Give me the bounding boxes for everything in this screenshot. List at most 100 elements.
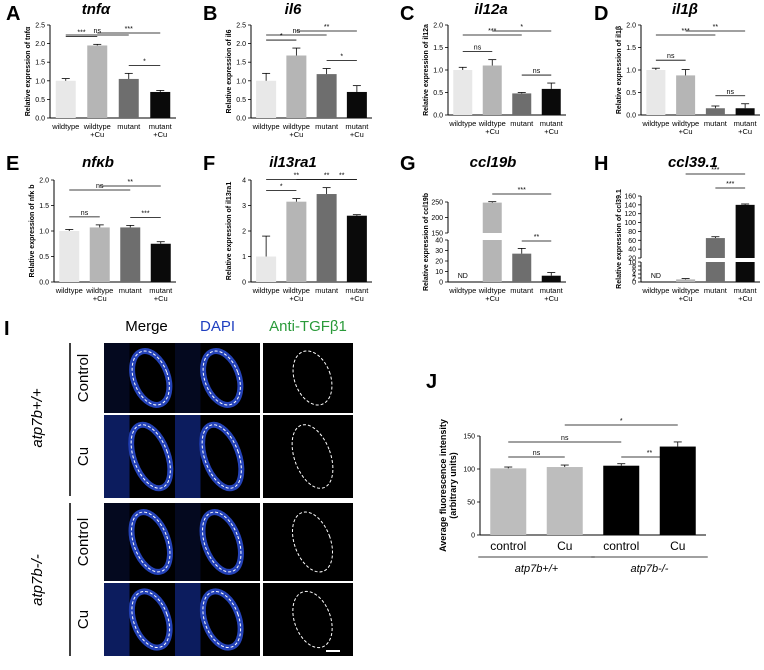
micro-column-header: Anti-TGFβ1 [269, 318, 347, 335]
bar [55, 80, 76, 118]
y-axis-label: Relative expression of il6 [226, 29, 233, 113]
bar [87, 45, 108, 118]
y-tick-label: 0.5 [433, 90, 443, 97]
y-axis-label: Relative expression of il12a [423, 24, 430, 116]
y-tick-label: 1.0 [236, 78, 246, 85]
y-tick-label: 1.0 [35, 78, 45, 85]
x-tick-label: wildtype +Cu [671, 119, 699, 136]
bar [646, 70, 666, 115]
bar [150, 243, 171, 282]
x-tick-label: mutant [119, 286, 143, 295]
y-tick-label: 1.5 [433, 45, 443, 52]
bar [346, 215, 367, 282]
significance-label: ** [324, 24, 330, 31]
y-axis-label: Average fluorescence intensity(arbitrary… [438, 419, 458, 552]
region-outline [292, 590, 333, 649]
x-tick-label: mutant [510, 119, 534, 128]
y-tick-label: 1.0 [39, 229, 49, 236]
bar [659, 446, 696, 535]
x-tick-label: mutant +Cu [734, 286, 758, 303]
x-tick-label: wildtype [252, 286, 280, 295]
region-outline [291, 424, 334, 489]
dapi-background [175, 343, 201, 413]
bar [676, 279, 696, 282]
y-axis-label: Relative expression of ccl19b [423, 193, 430, 291]
x-tick-label: mutant +Cu [345, 122, 369, 139]
bar [541, 275, 561, 282]
panel-label-d: D [594, 3, 608, 25]
value-label: ND [651, 273, 661, 280]
x-tick-label: mutant [704, 119, 728, 128]
y-tick-label: 0.5 [236, 97, 246, 104]
y-tick-label: 2.0 [433, 23, 443, 30]
dapi-background [104, 343, 130, 413]
bar [490, 468, 527, 535]
x-tick-label: Cu [670, 539, 685, 553]
dapi-background [104, 503, 130, 581]
bar [316, 74, 337, 118]
chart-panel-j: 0 50 100 150 Average fluorescence intensity(… [438, 418, 708, 575]
chart-panel-b: 0.0 0.5 1.0 1.5 2.0 2.5 wildtype wildtype +Cu mut… [226, 1, 372, 139]
bar [512, 93, 532, 115]
chart-title: tnfα [82, 1, 111, 18]
chart-title: ccl19b [470, 154, 517, 171]
region-outline [202, 350, 241, 406]
y-tick-label: 0.5 [35, 97, 45, 104]
region-outline [292, 350, 333, 406]
significance-label: * [520, 24, 523, 31]
bar [150, 91, 171, 118]
significance-label: *** [682, 28, 690, 35]
significance-label: ** [128, 179, 134, 186]
chart-title: il6 [285, 1, 302, 18]
x-tick-label: mutant +Cu [540, 286, 564, 303]
y-tick-label: 8 [632, 264, 636, 271]
y-tick-label: 0.0 [433, 113, 443, 120]
y-tick-label: 2.0 [35, 41, 45, 48]
y-tick-label: 4 [632, 272, 636, 279]
y-tick-label: 1.5 [236, 60, 246, 67]
y-tick-label: 6 [632, 268, 636, 275]
y-tick-label: 1.5 [35, 60, 45, 67]
bar [541, 88, 561, 115]
x-tick-label: wildtype +Cu [671, 286, 699, 303]
panel-label-c: C [400, 3, 414, 25]
region-outline [292, 511, 333, 573]
bar [705, 108, 725, 115]
panel-label-a: A [6, 3, 20, 25]
chart-panel-f: 0 1 2 3 4 wildtype wildtype +Cu mutant mutant +Cu i… [226, 154, 372, 303]
x-tick-label: Cu [557, 539, 572, 553]
bar [286, 201, 307, 282]
y-tick-label: 3 [242, 203, 246, 210]
x-tick-label: mutant [704, 286, 728, 295]
group-label: atp7b-/- [631, 563, 669, 575]
y-tick-label: 60 [628, 238, 636, 245]
y-tick-label: 2 [242, 229, 246, 236]
x-tick-label: mutant +Cu [734, 119, 758, 136]
bar [89, 227, 110, 282]
y-axis-label: Relative expression of il1β [616, 25, 623, 114]
region-outline [130, 424, 171, 489]
y-tick-label: 1.0 [433, 68, 443, 75]
y-tick-label: 120 [624, 211, 636, 218]
significance-label: * [280, 33, 283, 40]
significance-label: ns [561, 435, 569, 442]
y-tick-label: 40 [435, 238, 443, 245]
y-tick-label: 10 [628, 260, 636, 267]
significance-label: *** [77, 29, 85, 36]
bar [735, 108, 755, 115]
y-tick-label: 20 [435, 259, 443, 266]
y-tick-label: 0.0 [236, 116, 246, 123]
group-label: atp7b+/+ [515, 563, 559, 575]
micro-row-label: Control [75, 518, 92, 566]
x-tick-label: wildtype +Cu [85, 286, 113, 303]
x-tick-label: mutant +Cu [345, 286, 369, 303]
y-tick-label: 200 [431, 215, 443, 222]
bar [603, 465, 640, 535]
significance-label: * [340, 54, 343, 61]
dapi-background [175, 503, 201, 581]
significance-label: *** [711, 167, 719, 174]
y-tick-label: 20 [628, 256, 636, 263]
x-tick-label: control [490, 539, 526, 553]
